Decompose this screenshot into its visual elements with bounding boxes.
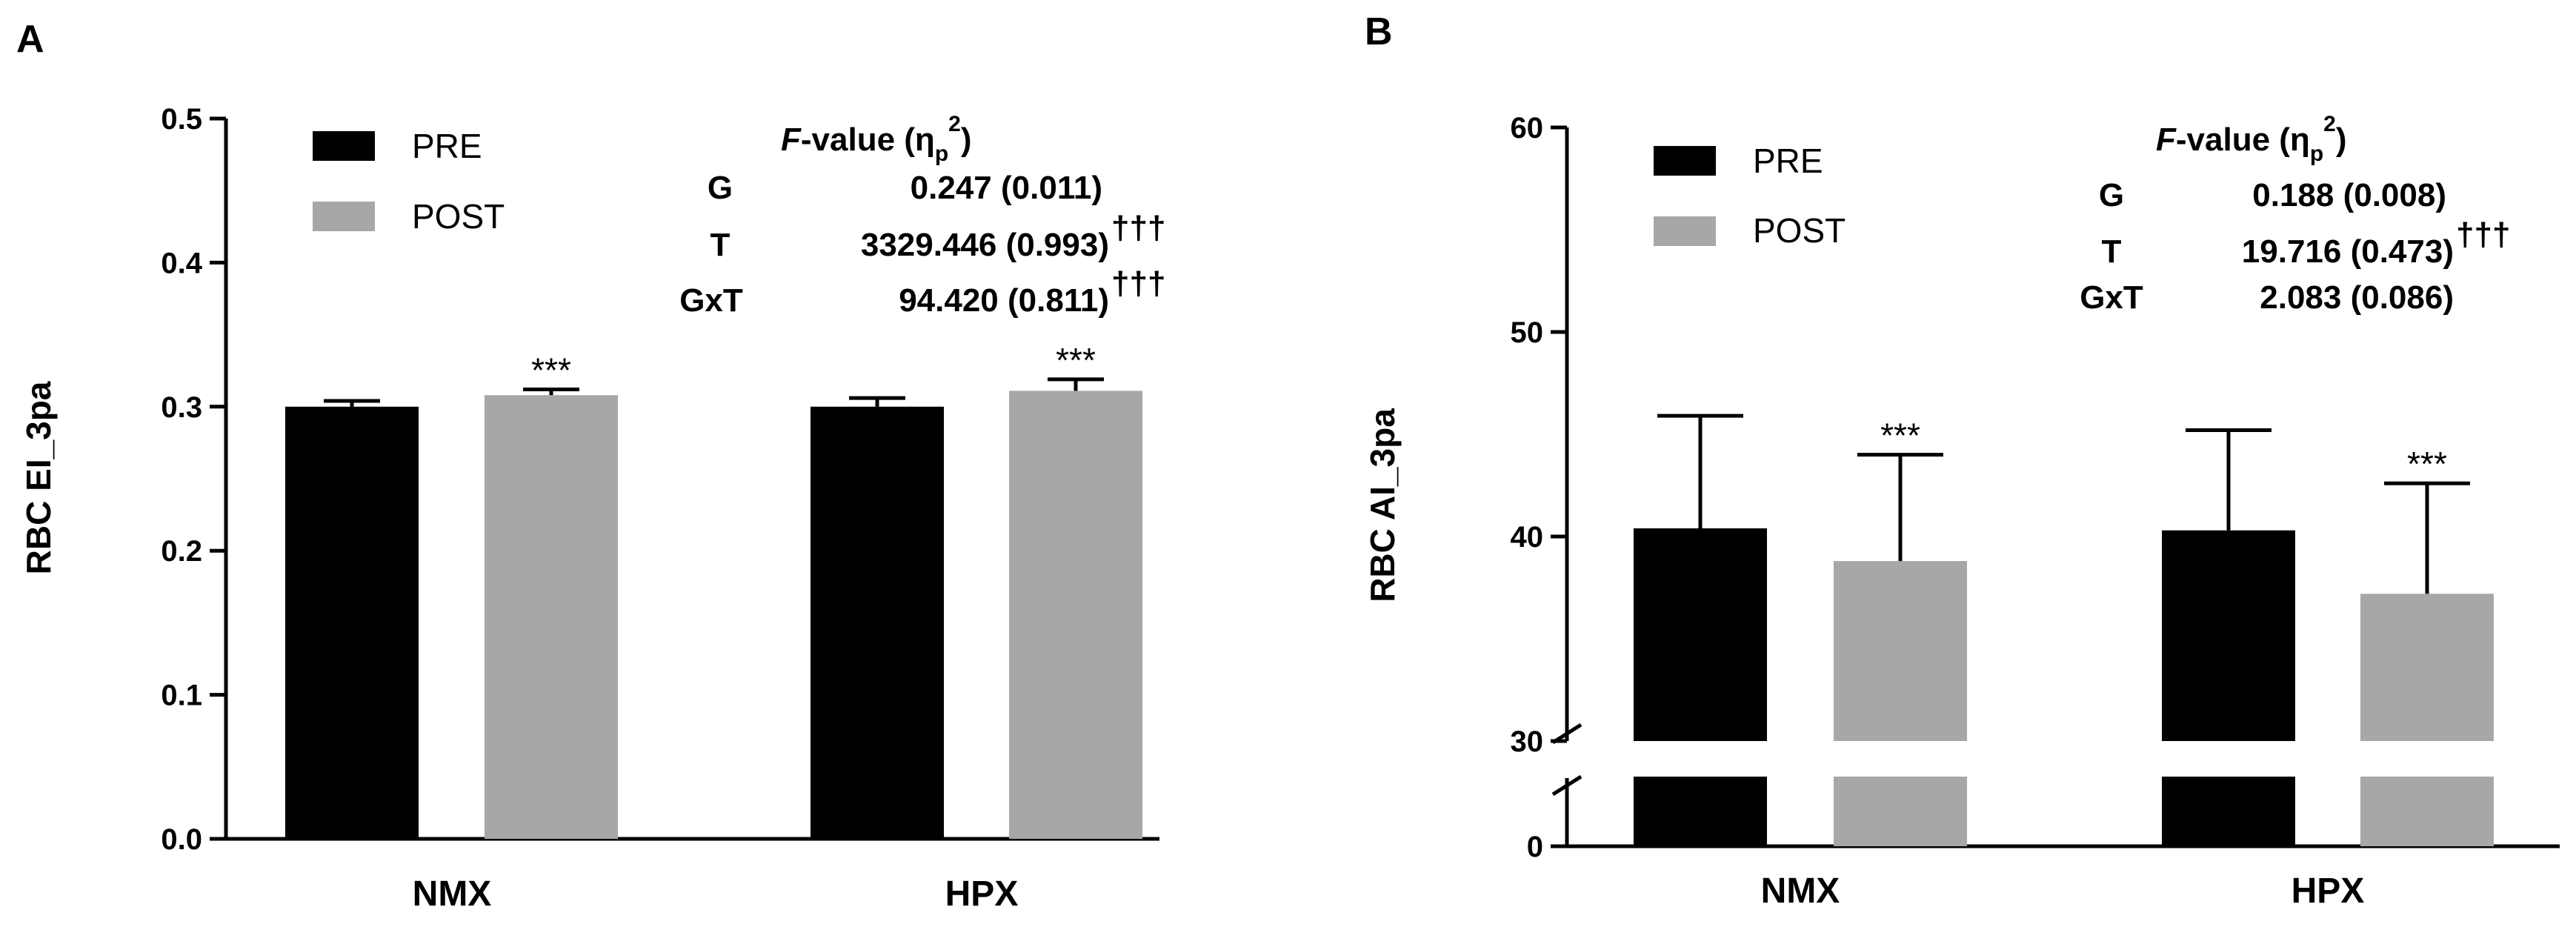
chart-marks: 0.0 0.1 0.2 0.3 0.4 0.5 *** *** 0 30 40 50 60 *** ***	[161, 103, 2494, 863]
stats-value-t-a: 3329.446 (0.993)	[861, 227, 1109, 263]
axis-break-mark-lower	[1551, 774, 1582, 797]
y-tick-label-a: 0.3	[161, 391, 202, 424]
stats-value-gxt-a: 94.420 (0.811)	[899, 282, 1109, 319]
bar-a-post-hpx	[1009, 391, 1142, 839]
stats-header-f-a: F	[781, 122, 802, 158]
y-tick-label-a: 0.2	[161, 535, 202, 568]
stats-dagger-t-b: †††	[2456, 216, 2510, 253]
stats-header-rest-b: -value (η	[2176, 122, 2310, 158]
y-tick-label-b: 0	[1527, 831, 1543, 863]
legend-label-pre-b: PRE	[1753, 142, 1823, 180]
y-tick-label-b: 60	[1511, 112, 1544, 145]
y-tick-label-a: 0.0	[161, 823, 202, 856]
category-label-nmx-b: NMX	[1761, 871, 1840, 911]
y-axis-label-b: RBC AI_3pa	[1363, 408, 1402, 602]
stats-term-t-a: T	[710, 227, 730, 263]
y-tick-label-b: 30	[1511, 725, 1544, 758]
bar-b-upper-pre-hpx	[2162, 530, 2295, 741]
stats-header-a: F-value (ηp2)	[781, 112, 971, 166]
stats-value-gxt-b: 2.083 (0.086)	[2260, 279, 2454, 316]
category-label-hpx-b: HPX	[2292, 871, 2365, 911]
stats-term-gxt-b: GxT	[2080, 279, 2143, 316]
stats-term-g-b: G	[2099, 177, 2124, 213]
stats-term-g-a: G	[708, 170, 733, 206]
legend-label-post-b: POST	[1753, 211, 1846, 250]
y-tick-label-a: 0.1	[161, 680, 202, 712]
bar-b-upper-post-nmx	[1834, 561, 1967, 741]
significance-marker-b: ***	[1880, 416, 1920, 455]
stats-value-g-b: 0.188 (0.008)	[2252, 177, 2446, 213]
bar-b-lower-pre-nmx	[1634, 777, 1767, 846]
stats-term-t-b: T	[2102, 233, 2122, 270]
bar-a-post-nmx	[485, 395, 618, 839]
panel-label-a: A	[16, 18, 44, 61]
stats-value-t-b: 19.716 (0.473)	[2242, 233, 2454, 270]
chart-b: RBC AI_3pa NMX HPX PRE POST F-value (ηp2…	[1363, 112, 2560, 911]
legend-swatch-post-b	[1654, 216, 1716, 246]
stats-header-close-a: )	[961, 122, 972, 158]
y-tick-label-b: 50	[1511, 316, 1544, 349]
stats-term-gxt-a: GxT	[679, 282, 743, 319]
stats-header-sup-b: 2	[2323, 112, 2336, 136]
bar-b-lower-post-hpx	[2360, 777, 2494, 846]
legend-swatch-post-a	[313, 202, 375, 231]
stats-header-b: F-value (ηp2)	[2156, 112, 2346, 166]
y-tick-label-a: 0.4	[161, 247, 202, 279]
legend-swatch-pre-b	[1654, 146, 1716, 176]
chart-a: RBC EI_3pa NMX HPX PRE POST F-value (ηp2…	[19, 112, 1165, 914]
stats-header-close-b: )	[2336, 122, 2347, 158]
significance-marker-a: ***	[1056, 341, 1096, 379]
bar-a-pre-hpx	[811, 406, 944, 839]
category-label-nmx-a: NMX	[413, 874, 492, 914]
stats-header-sub-b: p	[2310, 142, 2323, 166]
stats-header-sup-a: 2	[948, 112, 961, 136]
stats-header-f-b: F	[2156, 122, 2177, 158]
stats-dagger-t-a: †††	[1111, 210, 1165, 246]
significance-marker-a: ***	[531, 351, 571, 389]
bar-b-lower-pre-hpx	[2162, 777, 2295, 846]
y-axis-label-a: RBC EI_3pa	[19, 381, 58, 574]
bar-a-pre-nmx	[285, 406, 419, 839]
panel-label-b: B	[1365, 10, 1393, 53]
y-tick-label-b: 40	[1511, 521, 1544, 554]
legend-swatch-pre-a	[313, 131, 375, 161]
bar-b-upper-post-hpx	[2360, 594, 2494, 741]
y-tick-label-a: 0.5	[161, 103, 202, 136]
legend-label-post-a: POST	[412, 197, 505, 236]
category-label-hpx-a: HPX	[945, 874, 1019, 914]
stats-dagger-gxt-a: †††	[1111, 265, 1165, 302]
stats-value-g-a: 0.247 (0.011)	[911, 170, 1102, 206]
legend-label-pre-a: PRE	[412, 127, 482, 165]
bar-b-upper-pre-nmx	[1634, 528, 1767, 741]
stats-header-rest-a: -value (η	[801, 122, 935, 158]
significance-marker-b: ***	[2407, 445, 2447, 483]
bar-b-lower-post-nmx	[1834, 777, 1967, 846]
stats-header-sub-a: p	[935, 142, 948, 166]
